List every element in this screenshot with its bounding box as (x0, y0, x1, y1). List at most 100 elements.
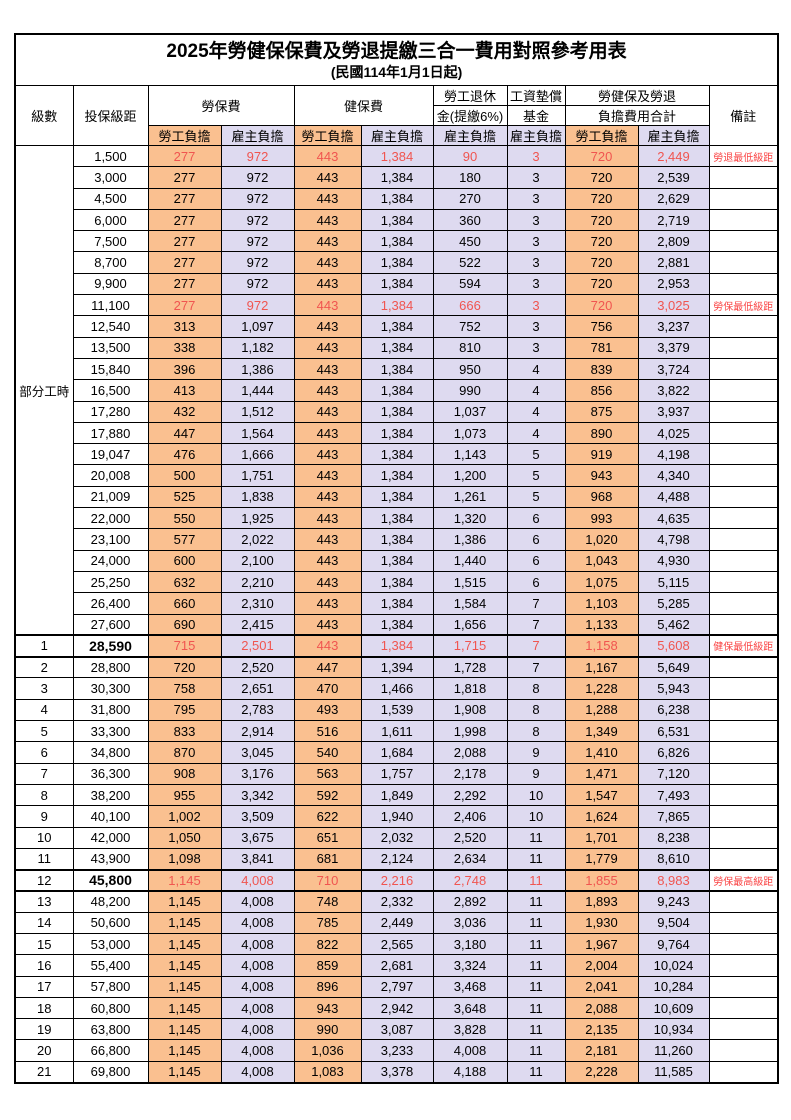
table-row: 14 50,600 1,145 4,008 785 2,449 3,036 11 1,930 9,… (14, 911, 779, 934)
remark-cell (708, 336, 779, 359)
total-employee-cell: 943 (564, 464, 639, 487)
page: 2025年勞健保保費及勞退提繳三合一費用對照參考用表 (民國114年1月1日起)… (14, 33, 780, 1084)
total-employer-cell: 6,826 (637, 741, 710, 764)
table-row: 19,047 476 1,666 443 1,384 1,143 5 919 4,198 (15, 443, 779, 466)
health-ins-employee-cell: 516 (293, 720, 362, 743)
remark-cell (708, 230, 779, 253)
labor-ins-employer-cell: 972 (220, 251, 295, 274)
level-cell: 19 (14, 1018, 74, 1041)
health-ins-employee-cell: 443 (293, 634, 362, 658)
table-row: 8 38,200 955 3,342 592 1,849 2,292 10 1,547 7,493 (14, 783, 779, 807)
pension-employer-cell: 594 (432, 272, 508, 296)
pension-employer-cell: 2,748 (432, 868, 508, 892)
health-ins-employer-cell: 1,384 (360, 294, 434, 317)
insured-bracket-cell: 4,500 (72, 187, 149, 210)
insured-bracket-cell: 12,540 (72, 315, 149, 338)
total-employee-cell: 720 (564, 208, 639, 232)
wage-fund-employer-cell: 8 (506, 720, 566, 743)
table-row: 2 28,800 720 2,520 447 1,394 1,728 7 1,167 5,649 (14, 656, 779, 679)
total-employer-cell: 10,934 (637, 1018, 710, 1041)
wage-fund-employer-cell: 11 (506, 1060, 566, 1084)
total-employee-cell: 720 (564, 166, 639, 189)
labor-ins-employee-cell: 795 (147, 698, 222, 722)
pension-employer-cell: 810 (432, 336, 508, 359)
health-ins-employer-cell: 2,124 (360, 847, 434, 871)
header-labor-insurance: 勞保費 (147, 85, 295, 126)
labor-ins-employer-cell: 972 (220, 294, 295, 317)
level-cell: 20 (14, 1039, 74, 1062)
health-ins-employee-cell: 443 (293, 400, 362, 423)
health-ins-employer-cell: 2,797 (360, 975, 434, 998)
pension-employer-cell: 1,715 (432, 634, 508, 658)
total-employer-cell: 3,937 (637, 400, 710, 423)
insured-bracket-cell: 34,800 (72, 741, 149, 764)
health-ins-employee-cell: 748 (293, 890, 362, 913)
total-employer-cell: 7,120 (637, 762, 710, 785)
total-employee-cell: 2,041 (564, 975, 639, 998)
labor-ins-employee-cell: 577 (147, 528, 222, 551)
labor-ins-employee-cell: 660 (147, 592, 222, 615)
labor-ins-employee-cell: 600 (147, 549, 222, 572)
health-ins-employer-cell: 1,384 (360, 251, 434, 274)
remark-cell (708, 932, 779, 956)
total-employee-cell: 1,855 (564, 868, 639, 892)
wage-fund-employer-cell: 6 (506, 507, 566, 530)
remark-cell (708, 166, 779, 189)
level-cell: 11 (14, 847, 74, 871)
subheader-labor-employee: 勞工負擔 (147, 125, 222, 146)
labor-ins-employer-cell: 4,008 (220, 954, 295, 977)
wage-fund-employer-cell: 5 (506, 443, 566, 466)
remark-cell (708, 1060, 779, 1084)
level-cell: 4 (14, 698, 74, 722)
labor-ins-employer-cell: 1,512 (220, 400, 295, 423)
health-ins-employee-cell: 443 (293, 570, 362, 594)
header-pension-line2: 金(提繳6%) (432, 105, 508, 126)
labor-ins-employer-cell: 972 (220, 166, 295, 189)
pension-employer-cell: 1,200 (432, 464, 508, 487)
wage-fund-employer-cell: 11 (506, 954, 566, 977)
health-ins-employee-cell: 443 (293, 294, 362, 317)
labor-ins-employee-cell: 1,145 (147, 911, 222, 934)
table-row: 13,500 338 1,182 443 1,384 810 3 781 3,379 (15, 336, 779, 359)
remark-cell (708, 677, 779, 700)
insured-bracket-cell: 42,000 (72, 826, 149, 849)
wage-fund-employer-cell: 8 (506, 677, 566, 700)
health-ins-employee-cell: 443 (293, 272, 362, 296)
table-row: 12,540 313 1,097 443 1,384 752 3 756 3,237 (15, 315, 779, 338)
health-ins-employer-cell: 2,449 (360, 911, 434, 934)
pension-employer-cell: 752 (432, 315, 508, 338)
labor-ins-employer-cell: 2,651 (220, 677, 295, 700)
health-ins-employer-cell: 1,384 (360, 634, 434, 658)
total-employer-cell: 11,585 (637, 1060, 710, 1084)
wage-fund-employer-cell: 4 (506, 400, 566, 423)
remark-cell (708, 251, 779, 274)
labor-ins-employer-cell: 2,520 (220, 656, 295, 679)
health-ins-employee-cell: 447 (293, 656, 362, 679)
health-ins-employee-cell: 1,083 (293, 1060, 362, 1084)
total-employer-cell: 5,285 (637, 592, 710, 615)
pension-employer-cell: 2,634 (432, 847, 508, 871)
health-ins-employee-cell: 1,036 (293, 1039, 362, 1062)
health-ins-employer-cell: 1,849 (360, 783, 434, 807)
total-employee-cell: 756 (564, 315, 639, 338)
labor-ins-employee-cell: 758 (147, 677, 222, 700)
remark-cell (708, 613, 779, 636)
total-employee-cell: 720 (564, 187, 639, 210)
health-ins-employee-cell: 540 (293, 741, 362, 764)
health-ins-employee-cell: 443 (293, 464, 362, 487)
total-employee-cell: 720 (564, 294, 639, 317)
part-time-merged-cell: 部分工時 (14, 145, 74, 636)
wage-fund-employer-cell: 3 (506, 230, 566, 253)
health-ins-employee-cell: 592 (293, 783, 362, 807)
table-row: 5 33,300 833 2,914 516 1,611 1,998 8 1,349 6,531 (14, 720, 779, 743)
table-row: 23,100 577 2,022 443 1,384 1,386 6 1,020 4,798 (15, 528, 779, 551)
remark-cell (708, 357, 779, 381)
fee-comparison-table: 2025年勞健保保費及勞退提繳三合一費用對照參考用表 (民國114年1月1日起)… (14, 33, 780, 1084)
health-ins-employer-cell: 1,384 (360, 443, 434, 466)
health-ins-employer-cell: 2,681 (360, 954, 434, 977)
health-ins-employer-cell: 1,384 (360, 400, 434, 423)
level-cell: 18 (14, 996, 74, 1020)
wage-fund-employer-cell: 3 (506, 144, 566, 168)
remark-cell (708, 208, 779, 232)
insured-bracket-cell: 27,600 (72, 613, 149, 636)
